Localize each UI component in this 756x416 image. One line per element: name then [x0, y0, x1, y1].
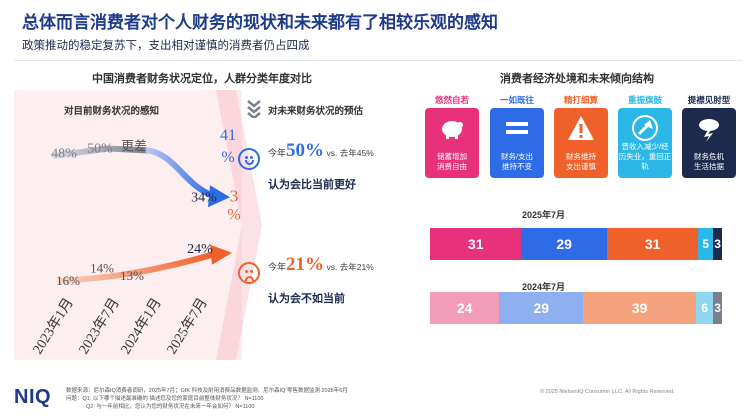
card-label: 精打细算 [563, 95, 598, 105]
current-perception-panel [14, 90, 242, 360]
worse-value: 21% [286, 254, 325, 275]
better-desc: 认为会比当前更好 [268, 179, 356, 191]
label-current-top: 41 [220, 127, 236, 144]
label-better-2023-1: 16% [56, 273, 80, 288]
chevron-divider [216, 90, 262, 360]
card-text-line: 维持不变 [502, 162, 532, 171]
x-tick-label: 2024年1月 [118, 295, 165, 357]
page-title: 总体而言消费者对个人财务的现状和未来都有了相较乐观的感知 [22, 13, 498, 32]
label-better-3: 3 [230, 186, 239, 205]
niq-logo: NIQ [14, 386, 52, 408]
card-text: 财务危机 生活拮据 [682, 152, 736, 172]
footer-note-source: 数据来源：尼尔森IQ消费者调研，2025年7月；GfK 科技及耐用消费品数据监测… [66, 388, 348, 394]
label-worse-2023-7: 50% [87, 142, 113, 157]
label-worse-text: 更差 [121, 139, 147, 154]
bar-segment: 31 [606, 228, 699, 260]
bar-segment: 24 [430, 292, 500, 324]
bar-segment: 31 [430, 228, 522, 260]
card-label: 悠然自若 [434, 95, 469, 105]
card-text-line: 历失业，重回正轨 [618, 152, 672, 171]
copyright: © 2025 NielsenIQ Consumer LLC. All Right… [540, 389, 675, 395]
happy-face-icon [238, 148, 260, 170]
current-perception-label: 对目前财务状况的感知 [64, 106, 160, 117]
sad-face-icon [238, 262, 260, 284]
divider [14, 60, 742, 61]
series-worse-to-current-line [145, 147, 215, 199]
left-panel-title: 中国消费者财务状况定位，人群分类年度对比 [92, 73, 312, 85]
worse-stat: 今年21% vs. 去年21% [268, 254, 374, 276]
segment-card: 财务危机 生活拮据 [682, 108, 736, 178]
bar-segment: 3 [713, 228, 722, 260]
future-perception-label: 对未来财务状况的预估 [268, 106, 364, 117]
rising-arrow-icon [631, 114, 659, 142]
segment-card: 储蓄增加 消费自由 [425, 108, 479, 178]
card-text-line: 财务危机 [694, 152, 724, 161]
bar-title-2025: 2025年7月 [522, 210, 566, 220]
x-tick-label: 2023年1月 [30, 295, 77, 357]
bar-title-2024: 2024年7月 [522, 282, 566, 292]
card-label: 重振旗鼓 [627, 95, 662, 105]
footer-note-q2: Q2: 与一年前相比，您认为您的财务状况在未来一年会如何？ N=1100 [86, 404, 255, 410]
card-text-line: 曾收入减少/经 [621, 142, 669, 151]
better-value: 50% [286, 140, 325, 161]
page-subtitle: 政策推动的稳定复苏下，支出相对谨慎的消费者仍占四成 [22, 40, 310, 52]
card-label: 提襟见肘型 [687, 95, 731, 105]
warning-icon [567, 114, 595, 142]
card-text: 储蓄增加 消费自由 [425, 152, 479, 172]
stacked-bar-2024: 24 29 39 6 3 [430, 292, 722, 324]
card-label: 一如既往 [499, 95, 534, 105]
bar-segment: 39 [583, 292, 696, 324]
label-better-pct: % [227, 206, 240, 223]
card-text: 财务/支出 维持不变 [490, 152, 544, 172]
x-tick-label: 2025年7月 [164, 295, 211, 357]
series-better-line [57, 251, 215, 285]
blue-arrow-head [208, 185, 230, 208]
card-text-line: 支出谨慎 [566, 162, 596, 171]
label-worse-2023-1: 48% [51, 147, 77, 162]
worse-prefix: 今年 [268, 262, 287, 272]
card-text: 曾收入减少/经 历失业，重回正轨 [618, 142, 672, 172]
label-current-top-pct: % [221, 149, 234, 166]
label-better-2023-7: 14% [90, 260, 114, 275]
right-panel-title: 消费者经济处境和未来倾向结构 [500, 73, 654, 85]
better-stat: 今年50% vs. 去年45% [268, 140, 374, 162]
chevron-down-icon [247, 100, 261, 118]
segment-card: 财务/支出 维持不变 [490, 108, 544, 178]
footer-note-q1: 问题：Q1: 以下哪个描述最准确的 描述您及您的家庭目前整体财务状况？ N=11… [66, 396, 264, 402]
label-better-2024-1: 13% [120, 268, 144, 283]
worse-desc: 认为会不如当前 [268, 293, 345, 305]
storm-cloud-icon [695, 114, 723, 142]
worse-vs: vs. 去年21% [326, 262, 374, 272]
better-vs: vs. 去年45% [326, 148, 374, 158]
card-text-line: 消费自由 [437, 162, 467, 171]
bar-segment: 3 [713, 292, 722, 324]
segment-card: 财务维持 支出谨慎 [554, 108, 608, 178]
better-prefix: 今年 [268, 148, 287, 158]
x-tick-label: 2023年7月 [76, 295, 123, 357]
label-better-2025-7: 24% [187, 242, 213, 257]
equals-icon [503, 114, 531, 142]
piggy-bank-icon [438, 114, 466, 142]
bar-segment: 29 [499, 292, 584, 324]
label-worse-2025-7: 34% [191, 190, 217, 205]
card-text-line: 生活拮据 [694, 162, 724, 171]
bar-segment: 5 [698, 228, 714, 260]
card-text: 财务维持 支出谨慎 [554, 152, 608, 172]
bar-segment: 29 [521, 228, 607, 260]
orange-arrow-head [210, 244, 232, 265]
series-worse-line [51, 145, 151, 159]
card-text-line: 财务维持 [566, 152, 596, 161]
bar-segment: 6 [695, 292, 714, 324]
card-text-line: 财务/支出 [500, 152, 534, 161]
stacked-bar-2025: 31 29 31 5 3 [430, 228, 722, 260]
segment-card: 曾收入减少/经 历失业，重回正轨 [618, 108, 672, 178]
card-text-line: 储蓄增加 [437, 152, 467, 161]
